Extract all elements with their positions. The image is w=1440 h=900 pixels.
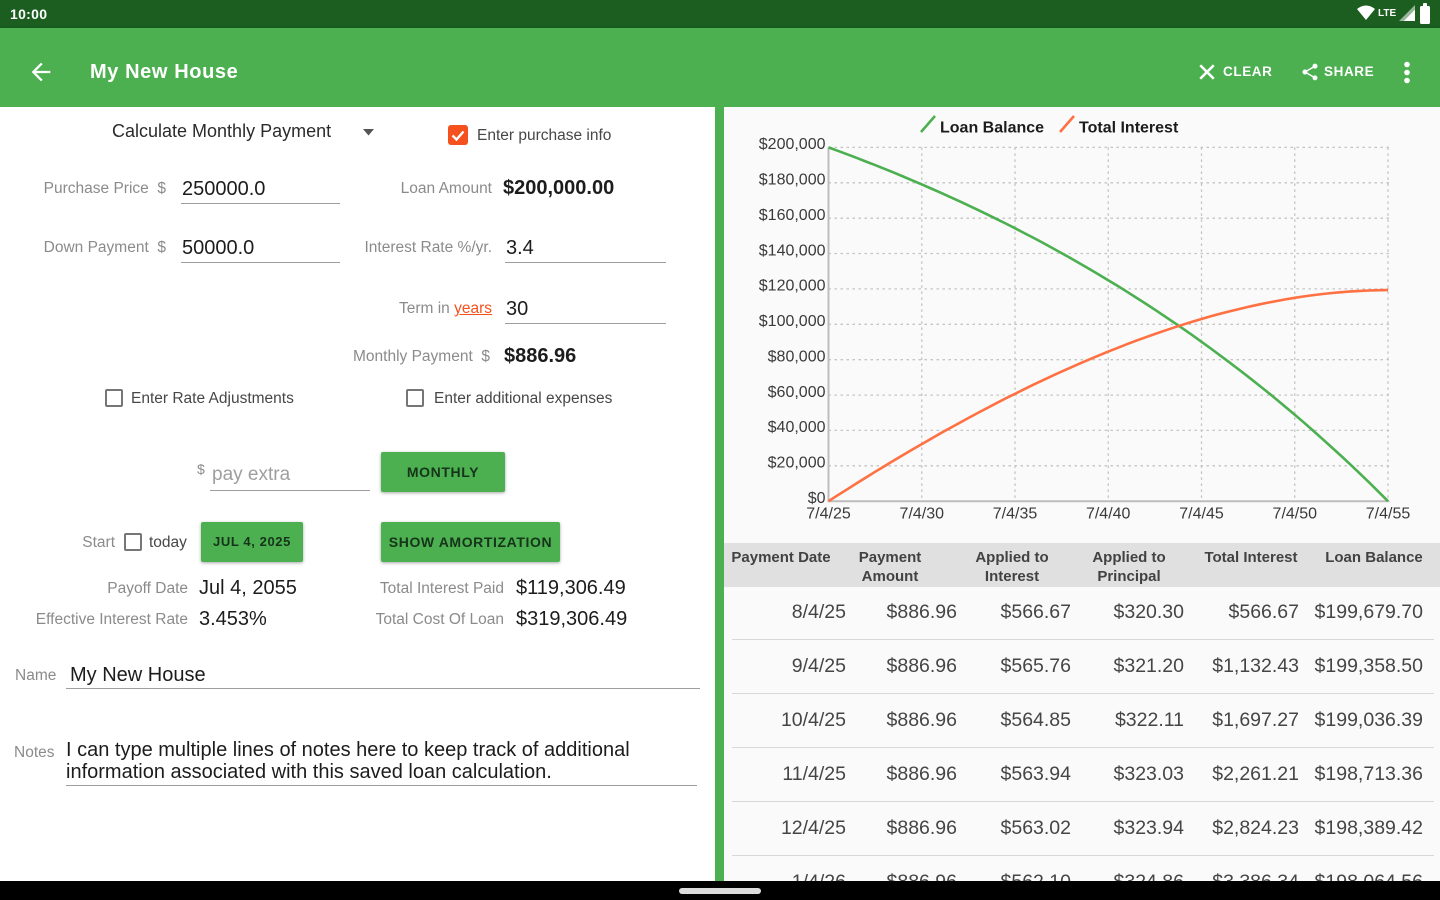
- svg-text:$80,000: $80,000: [768, 349, 826, 366]
- svg-text:7/4/30: 7/4/30: [900, 506, 945, 523]
- svg-text:7/4/25: 7/4/25: [806, 506, 851, 523]
- svg-text:$120,000: $120,000: [759, 278, 826, 295]
- svg-text:7/4/45: 7/4/45: [1179, 506, 1224, 523]
- svg-text:$180,000: $180,000: [759, 172, 826, 189]
- svg-text:Total Interest: Total Interest: [1079, 120, 1179, 137]
- svg-text:7/4/50: 7/4/50: [1273, 506, 1318, 523]
- svg-text:$0: $0: [808, 490, 826, 507]
- svg-text:$160,000: $160,000: [759, 207, 826, 224]
- svg-text:7/4/55: 7/4/55: [1366, 506, 1411, 523]
- svg-text:$140,000: $140,000: [759, 242, 826, 259]
- svg-text:7/4/40: 7/4/40: [1086, 506, 1131, 523]
- svg-text:$100,000: $100,000: [759, 313, 826, 330]
- svg-text:7/4/35: 7/4/35: [993, 506, 1038, 523]
- svg-text:$60,000: $60,000: [768, 384, 826, 401]
- svg-text:$40,000: $40,000: [768, 419, 826, 436]
- svg-text:$20,000: $20,000: [768, 455, 826, 472]
- svg-text:$200,000: $200,000: [759, 136, 826, 153]
- svg-text:Loan Balance: Loan Balance: [940, 120, 1044, 137]
